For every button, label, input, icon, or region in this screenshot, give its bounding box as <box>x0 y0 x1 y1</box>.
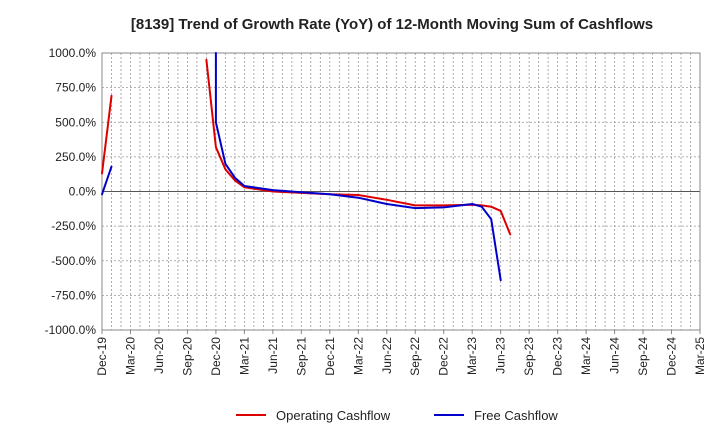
x-tick-label: Sep-20 <box>180 337 194 376</box>
legend: Operating Cashflow Free Cashflow <box>236 408 558 423</box>
x-tick-label: Mar-25 <box>693 337 707 375</box>
legend-label: Free Cashflow <box>474 408 558 423</box>
x-tick-label: Dec-22 <box>437 337 451 376</box>
x-tick-label: Jun-20 <box>152 337 166 374</box>
series-line-operating-cashflow <box>101 94 113 175</box>
x-tick-label: Mar-23 <box>465 337 479 375</box>
x-tick-label: Dec-24 <box>665 337 679 376</box>
x-tick-label: Mar-22 <box>351 337 365 375</box>
x-tick-label: Jun-22 <box>380 337 394 374</box>
y-tick-label: 500.0% <box>55 115 96 129</box>
y-tick-label: -250.0% <box>51 219 96 233</box>
axis-layer: 1000.0% 750.0% 500.0% 250.0% 0.0% -250.0% -500… <box>45 46 707 376</box>
x-tick-label: Jun-24 <box>608 337 622 374</box>
x-tick-label: Dec-23 <box>551 337 565 376</box>
x-tick-label: Dec-20 <box>209 337 223 376</box>
series-line-free-cashflow <box>214 52 502 282</box>
chart-title: [8139] Trend of Growth Rate (YoY) of 12-… <box>131 16 653 33</box>
x-tick-label: Mar-21 <box>237 337 251 375</box>
x-tick-label: Sep-21 <box>294 337 308 376</box>
y-tick-label: -500.0% <box>51 254 96 268</box>
y-tick-label: 1000.0% <box>49 46 97 60</box>
x-tick-label: Mar-20 <box>123 337 137 375</box>
y-tick-label: -750.0% <box>51 288 96 302</box>
x-tick-label: Sep-24 <box>636 337 650 376</box>
legend-label: Operating Cashflow <box>276 408 391 423</box>
x-tick-label: Mar-24 <box>579 337 593 375</box>
series-layer <box>101 52 512 282</box>
x-tick-label: Dec-21 <box>323 337 337 376</box>
x-tick-label: Jun-21 <box>266 337 280 374</box>
series-line-free-cashflow <box>101 165 113 196</box>
y-tick-label: 750.0% <box>55 81 96 95</box>
x-tick-label: Sep-22 <box>408 337 422 376</box>
y-tick-label: 0.0% <box>69 185 97 199</box>
x-tick-label: Jun-23 <box>494 337 508 374</box>
grid-layer <box>102 53 700 330</box>
y-tick-label: -1000.0% <box>45 323 97 337</box>
series-line-operating-cashflow <box>205 58 512 236</box>
x-tick-label: Dec-19 <box>95 337 109 376</box>
y-tick-label: 250.0% <box>55 150 96 164</box>
x-tick-label: Sep-23 <box>522 337 536 376</box>
